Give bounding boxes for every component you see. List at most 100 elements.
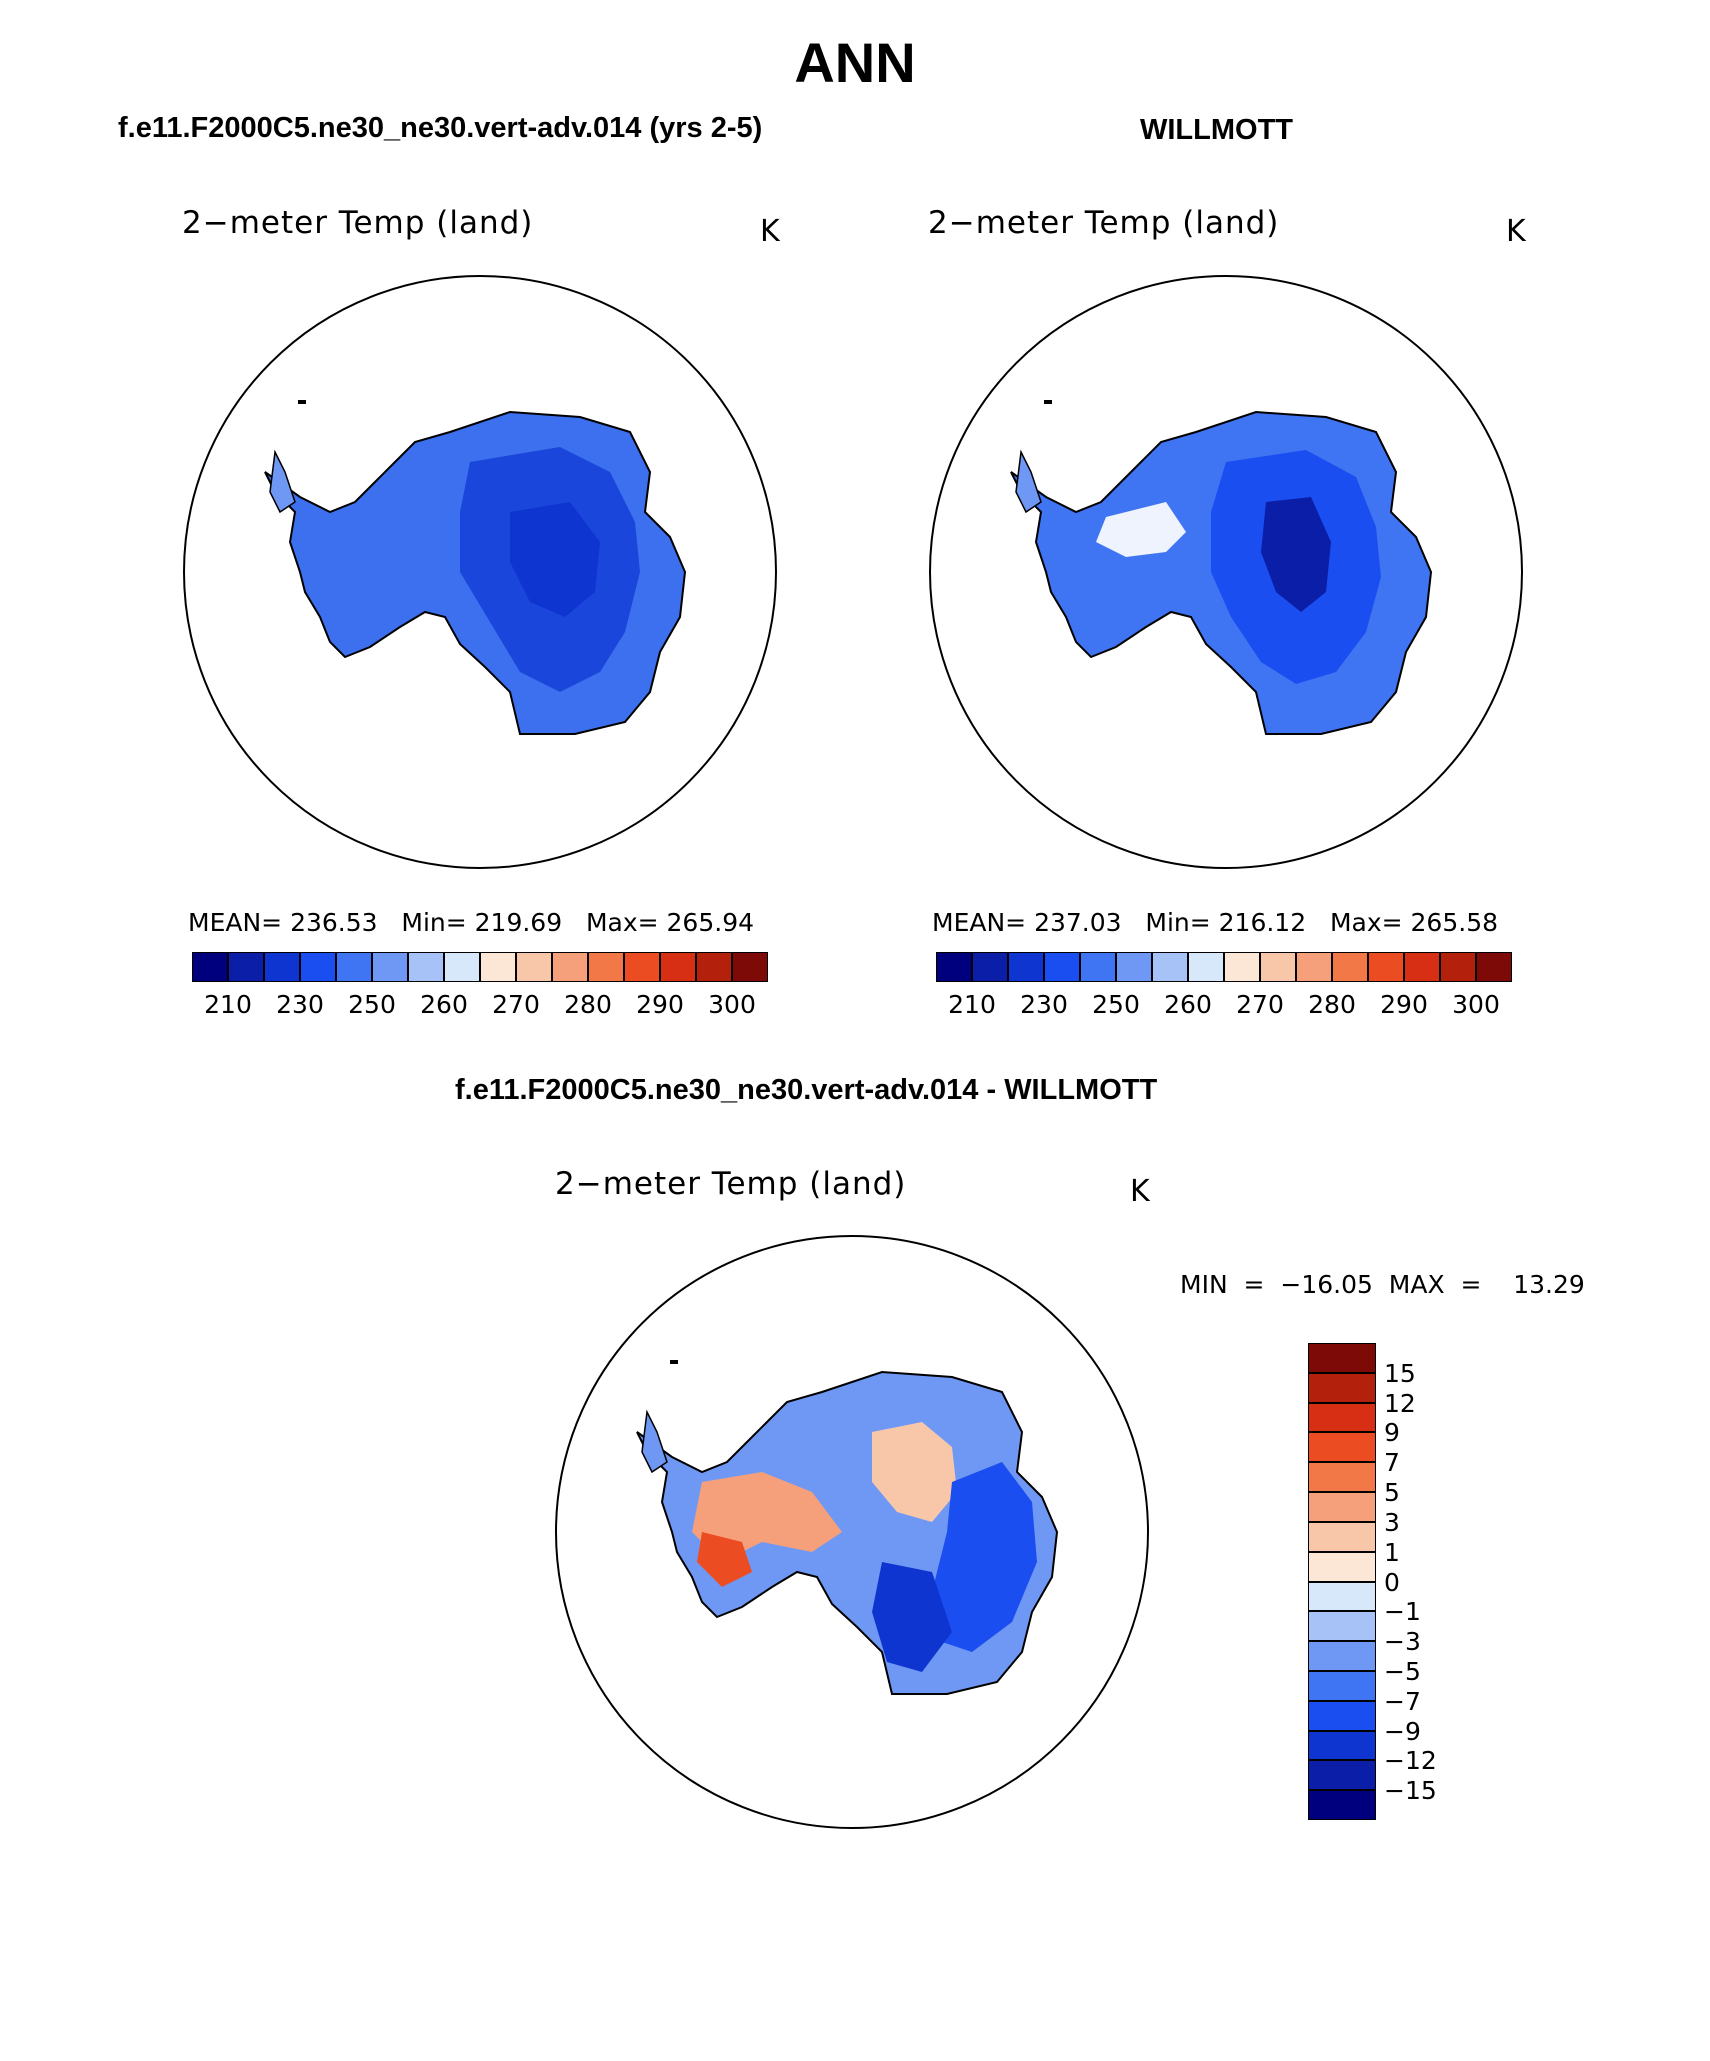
obs-stats: MEAN= 237.03 Min= 216.12 Max= 265.58	[932, 908, 1499, 937]
obs-map	[929, 275, 1523, 869]
colorbar-swatch	[336, 952, 372, 982]
colorbar-tick-label: 260	[1164, 990, 1212, 1019]
page-title: ANN	[794, 31, 916, 94]
colorbar-swatch	[1308, 1521, 1376, 1552]
cool-anomaly-east	[932, 1462, 1037, 1652]
colorbar-swatch	[444, 952, 480, 982]
colorbar-tick-label: 270	[1236, 990, 1284, 1019]
model-colorbar-ticks: 210 230 250 260 270 280 290 300	[192, 990, 768, 1020]
colorbar-swatch	[972, 952, 1008, 982]
colorbar-swatch	[192, 952, 228, 982]
colorbar-swatch	[1260, 952, 1296, 982]
antarctica-core	[1261, 497, 1331, 612]
diff-units-label: K	[1130, 1174, 1150, 1209]
colorbar-tick-label: 12	[1384, 1388, 1416, 1418]
warm-anomaly-peak	[697, 1532, 752, 1587]
colorbar-tick-label: 1	[1384, 1537, 1400, 1567]
colorbar-swatch	[1308, 1670, 1376, 1701]
colorbar-swatch	[1440, 952, 1476, 982]
colorbar-tick-label: 15	[1384, 1358, 1416, 1388]
colorbar-tick-label: 250	[1092, 990, 1140, 1019]
colorbar-swatch	[1308, 1730, 1376, 1761]
model-units-label: K	[760, 214, 780, 249]
colorbar-tick-label: 290	[1380, 990, 1428, 1019]
colorbar-tick-label: 270	[492, 990, 540, 1019]
colorbar-swatch	[228, 952, 264, 982]
colorbar-tick-label: 260	[420, 990, 468, 1019]
obs-colorbar-ticks: 210 230 250 260 270 280 290 300	[936, 990, 1512, 1020]
colorbar-swatch	[1308, 1432, 1376, 1463]
antarctica-core	[510, 502, 600, 617]
diff-map	[555, 1235, 1149, 1829]
colorbar-swatch	[1308, 1462, 1376, 1493]
colorbar-tick-label: 9	[1384, 1418, 1400, 1448]
warm-anomaly-interior	[872, 1422, 957, 1522]
colorbar-swatch	[1308, 1760, 1376, 1791]
model-colorbar	[192, 952, 768, 982]
colorbar-swatch	[300, 952, 336, 982]
colorbar-tick-label: −1	[1384, 1597, 1421, 1627]
diff-stats: MIN = −16.05 MAX = 13.29	[1180, 1270, 1585, 1299]
colorbar-swatch	[1308, 1551, 1376, 1582]
colorbar-swatch	[1044, 952, 1080, 982]
model-map	[183, 275, 777, 869]
colorbar-swatch	[1308, 1492, 1376, 1522]
colorbar-tick-label: −3	[1384, 1627, 1421, 1657]
colorbar-swatch	[1404, 952, 1440, 982]
model-stats: MEAN= 236.53 Min= 219.69 Max= 265.94	[188, 908, 755, 937]
ice-shelf-warm	[1096, 502, 1186, 557]
obs-panel-header: WILLMOTT	[1140, 114, 1294, 146]
colorbar-tick-label: 7	[1384, 1448, 1400, 1478]
colorbar-swatch	[696, 952, 732, 982]
peninsula	[1015, 449, 1042, 514]
colorbar-tick-label: 5	[1384, 1478, 1400, 1508]
model-field-label: 2−meter Temp (land)	[182, 205, 534, 241]
colorbar-swatch	[1476, 952, 1512, 982]
colorbar-swatch	[936, 952, 972, 982]
colorbar-swatch	[660, 952, 696, 982]
obs-units-label: K	[1506, 214, 1526, 249]
colorbar-swatch	[1224, 952, 1260, 982]
model-panel-header: f.e11.F2000C5.ne30_ne30.vert-adv.014 (yr…	[118, 112, 763, 144]
colorbar-swatch	[732, 952, 768, 982]
colorbar-swatch	[1080, 952, 1116, 982]
colorbar-tick-label: 250	[348, 990, 396, 1019]
colorbar-swatch	[1152, 952, 1188, 982]
colorbar-swatch	[1008, 952, 1044, 982]
colorbar-swatch	[1308, 1581, 1376, 1612]
colorbar-swatch	[1308, 1641, 1376, 1671]
colorbar-tick-label: −9	[1384, 1716, 1421, 1746]
colorbar-swatch	[1308, 1372, 1376, 1403]
colorbar-tick-label: 280	[564, 990, 612, 1019]
colorbar-swatch	[1308, 1402, 1376, 1433]
colorbar-tick-label: −5	[1384, 1656, 1421, 1686]
colorbar-tick-label: 210	[204, 990, 252, 1019]
cool-anomaly-south	[872, 1562, 952, 1672]
colorbar-swatch	[1308, 1611, 1376, 1642]
colorbar-tick-label: 230	[1020, 990, 1068, 1019]
colorbar-tick-label: −7	[1384, 1686, 1421, 1716]
colorbar-swatch	[1332, 952, 1368, 982]
colorbar-swatch	[1116, 952, 1152, 982]
colorbar-tick-label: 0	[1384, 1567, 1400, 1597]
peninsula	[641, 1409, 668, 1474]
colorbar-swatch	[1308, 1700, 1376, 1731]
colorbar-swatch	[480, 952, 516, 982]
colorbar-swatch	[1188, 952, 1224, 982]
colorbar-swatch	[552, 952, 588, 982]
colorbar-tick-label: −12	[1384, 1746, 1437, 1776]
diff-colorbar-ticks: 15 12 9 7 5 3 1 0 −1 −3 −5 −7 −9 −12 −15	[1384, 1343, 1464, 1820]
diff-panel-header: f.e11.F2000C5.ne30_ne30.vert-adv.014 - W…	[455, 1074, 1158, 1106]
colorbar-tick-label: 210	[948, 990, 996, 1019]
colorbar-swatch	[372, 952, 408, 982]
colorbar-tick-label: 3	[1384, 1507, 1400, 1537]
colorbar-tick-label: 230	[276, 990, 324, 1019]
colorbar-swatch	[624, 952, 660, 982]
colorbar-swatch	[588, 952, 624, 982]
colorbar-swatch	[1308, 1790, 1376, 1820]
peninsula	[269, 449, 296, 514]
colorbar-swatch	[1296, 952, 1332, 982]
colorbar-tick-label: 300	[1452, 990, 1500, 1019]
obs-field-label: 2−meter Temp (land)	[928, 205, 1280, 241]
colorbar-tick-label: 290	[636, 990, 684, 1019]
